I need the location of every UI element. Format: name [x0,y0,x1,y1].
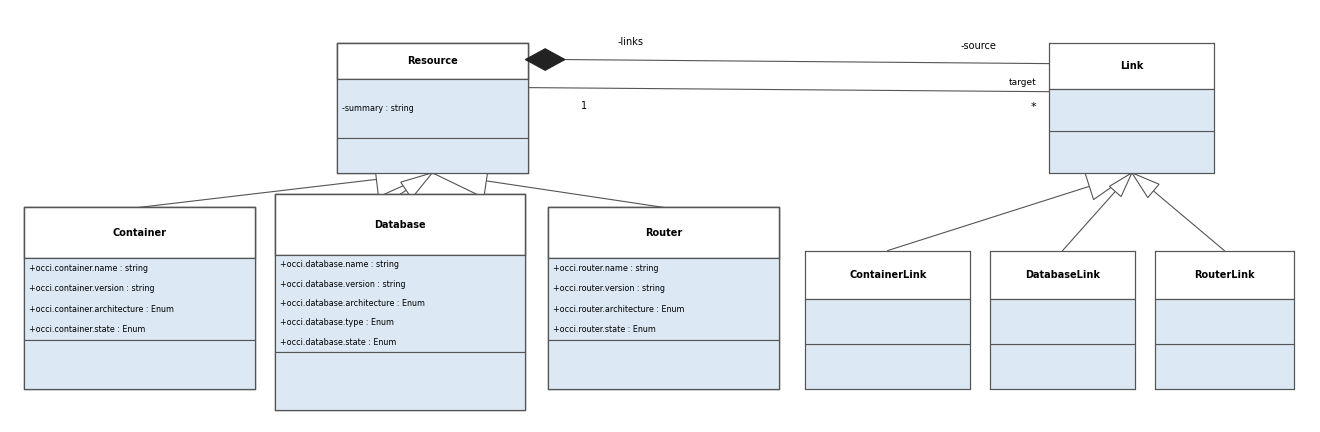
Bar [805,299,970,344]
Text: +occi.database.architecture : Enum: +occi.database.architecture : Enum [280,299,425,308]
Bar [1049,131,1214,173]
Text: target: target [1008,78,1036,87]
Bar [337,79,528,138]
Text: ContainerLink: ContainerLink [849,270,927,280]
Text: -summary : string: -summary : string [342,104,413,113]
Text: +occi.container.version : string: +occi.container.version : string [29,284,154,293]
Text: +occi.container.state : Enum: +occi.container.state : Enum [29,325,145,334]
Bar [1049,43,1214,89]
Bar [275,255,525,352]
Bar [1049,89,1214,131]
Text: Link: Link [1121,61,1143,71]
Bar [24,340,255,389]
Polygon shape [401,173,433,198]
Bar [24,258,255,340]
Bar [990,251,1135,299]
Text: +occi.router.state : Enum: +occi.router.state : Enum [553,325,656,334]
Bar [337,43,528,79]
Bar [990,344,1135,389]
Bar [1155,344,1294,389]
Text: +occi.container.name : string: +occi.container.name : string [29,264,148,273]
Bar [548,207,779,258]
Bar [805,251,970,299]
Polygon shape [1085,173,1133,200]
Text: +occi.router.name : string: +occi.router.name : string [553,264,659,273]
Polygon shape [1133,173,1159,197]
Bar [990,299,1135,344]
Text: DatabaseLink: DatabaseLink [1026,270,1100,280]
Bar [275,194,525,255]
Bar [548,340,779,389]
Bar [1155,299,1294,344]
Text: +occi.router.version : string: +occi.router.version : string [553,284,665,293]
Text: -links: -links [618,37,643,47]
Text: RouterLink: RouterLink [1195,270,1254,280]
Bar [1155,251,1294,299]
Bar [337,138,528,173]
Text: Router: Router [644,228,682,238]
Bar [24,207,255,258]
Bar [337,43,528,173]
Text: +occi.database.name : string: +occi.database.name : string [280,260,399,269]
Text: +occi.container.architecture : Enum: +occi.container.architecture : Enum [29,305,174,314]
Polygon shape [525,49,565,70]
Text: +occi.database.state : Enum: +occi.database.state : Enum [280,338,396,347]
Bar [24,207,255,389]
Bar [548,207,779,389]
Polygon shape [1110,173,1133,197]
Bar [275,352,525,410]
Text: +occi.database.version : string: +occi.database.version : string [280,280,405,289]
Polygon shape [375,162,433,197]
Bar [805,344,970,389]
Text: -source: -source [961,41,997,51]
Text: Container: Container [112,228,166,238]
Text: +occi.router.architecture : Enum: +occi.router.architecture : Enum [553,305,685,314]
Text: Resource: Resource [407,56,458,67]
Bar [548,258,779,340]
Text: Database: Database [374,219,426,230]
Text: *: * [1031,102,1036,112]
Text: +occi.database.type : Enum: +occi.database.type : Enum [280,318,393,327]
Text: 1: 1 [581,101,587,111]
Bar [275,194,525,410]
Polygon shape [433,164,488,198]
